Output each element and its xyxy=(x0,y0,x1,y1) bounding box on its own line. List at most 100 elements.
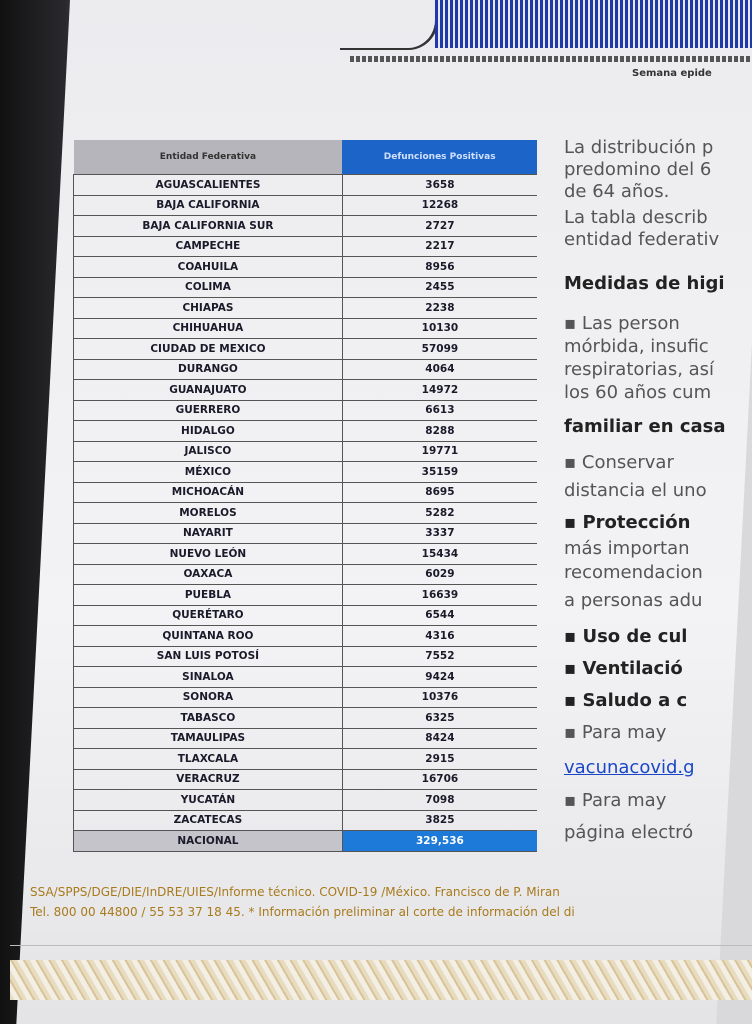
text-line: ▪ Para may xyxy=(564,722,667,743)
table-row: CHIHUAHUA 10130 xyxy=(73,318,537,339)
table-row: CHIAPAS 2238 xyxy=(73,297,537,319)
text-line: predomino del 6 xyxy=(564,159,712,180)
vaccine-link[interactable]: vacunacovid.g xyxy=(564,757,695,778)
chart-axis-ticks xyxy=(350,56,752,62)
table-row: CIUDAD DE MEXICO 57099 xyxy=(73,338,537,360)
table-row: AGUASCALIENTES 3658 xyxy=(73,174,537,196)
table-row: MORELOS 5282 xyxy=(73,502,537,524)
table-row: GUANAJUATO 14972 xyxy=(73,379,537,401)
state-name: CIUDAD DE MEXICO xyxy=(73,338,343,360)
table-row: GUERRERO 6613 xyxy=(73,400,537,421)
deaths-value: 2727 xyxy=(342,215,537,237)
table-row: SONORA 10376 xyxy=(73,687,537,708)
table-row: COLIMA 2455 xyxy=(73,277,537,298)
deaths-value: 12268 xyxy=(342,195,537,216)
table-row: TABASCO 6325 xyxy=(73,707,537,729)
text-line: página electró xyxy=(564,822,694,843)
state-name: SINALOA xyxy=(73,666,343,688)
text-line: los 60 años cum xyxy=(564,382,712,403)
deaths-value: 2217 xyxy=(342,236,537,257)
deaths-value: 6029 xyxy=(342,564,537,585)
table-row: BAJA CALIFORNIA SUR 2727 xyxy=(73,215,537,237)
text-line: de 64 años. xyxy=(564,181,670,202)
text-line: recomendacion xyxy=(564,562,703,583)
text-line: familiar en casa xyxy=(564,416,726,437)
deaths-value: 19771 xyxy=(342,441,537,462)
text-line: La distribución p xyxy=(564,137,714,158)
column-header-entity: Entidad Federativa xyxy=(73,140,343,175)
table-row: MICHOACÁN 8695 xyxy=(73,482,537,503)
state-name: TABASCO xyxy=(73,707,343,729)
table-row: PUEBLA 16639 xyxy=(73,584,537,606)
state-name: TLAXCALA xyxy=(73,748,343,770)
state-name: ZACATECAS xyxy=(73,810,343,831)
footer-divider xyxy=(10,945,752,946)
text-line: ▪ Protección xyxy=(564,512,691,533)
table-row: CAMPECHE 2217 xyxy=(73,236,537,257)
chart-bars xyxy=(435,0,752,48)
state-name: NUEVO LEÓN xyxy=(73,543,343,565)
state-name: VERACRUZ xyxy=(73,769,343,790)
column-header-deaths: Defunciones Positivas xyxy=(342,140,537,175)
text-line: más importan xyxy=(564,538,690,559)
deaths-value: 9424 xyxy=(342,666,537,688)
state-name: MÉXICO xyxy=(73,461,343,483)
table-row: DURANGO 4064 xyxy=(73,359,537,380)
state-name: OAXACA xyxy=(73,564,343,585)
table-row: TAMAULIPAS 8424 xyxy=(73,728,537,749)
state-name: YUCATÁN xyxy=(73,789,343,811)
state-name: COLIMA xyxy=(73,277,343,298)
text-line: ▪ Para may xyxy=(564,790,667,811)
table-row: OAXACA 6029 xyxy=(73,564,537,585)
total-label: NACIONAL xyxy=(73,830,343,852)
deaths-value: 10376 xyxy=(342,687,537,708)
table-row: BAJA CALIFORNIA 12268 xyxy=(73,195,537,216)
table-row: SINALOA 9424 xyxy=(73,666,537,688)
state-name: SAN LUIS POTOSÍ xyxy=(73,646,343,667)
table-row: COAHUILA 8956 xyxy=(73,256,537,278)
table-row: NAYARIT 3337 xyxy=(73,523,537,544)
decorative-pattern-band xyxy=(10,960,752,1000)
deaths-value: 8288 xyxy=(342,420,537,442)
text-line: Medidas de higi xyxy=(564,273,725,294)
deaths-value: 16639 xyxy=(342,584,537,606)
table-row: NUEVO LEÓN 15434 xyxy=(73,543,537,565)
deaths-value: 8695 xyxy=(342,482,537,503)
table-row: JALISCO 19771 xyxy=(73,441,537,462)
deaths-value: 8956 xyxy=(342,256,537,278)
table-row: ZACATECAS 3825 xyxy=(73,810,537,831)
deaths-value: 6544 xyxy=(342,605,537,626)
text-line: mórbida, insufic xyxy=(564,336,709,357)
deaths-value: 4316 xyxy=(342,625,537,647)
deaths-value: 35159 xyxy=(342,461,537,483)
state-name: SONORA xyxy=(73,687,343,708)
text-line: ▪ Las person xyxy=(564,313,680,334)
state-name: CHIHUAHUA xyxy=(73,318,343,339)
text-line: La tabla describ xyxy=(564,207,708,228)
chart-axis-label: Semana epide xyxy=(632,68,712,79)
text-line: a personas adu xyxy=(564,590,703,611)
total-row: NACIONAL 329,536 xyxy=(73,830,537,852)
deaths-value: 5282 xyxy=(342,502,537,524)
footer-contact: Tel. 800 00 44800 / 55 53 37 18 45. * In… xyxy=(30,905,575,919)
total-value: 329,536 xyxy=(342,830,537,852)
state-name: JALISCO xyxy=(73,441,343,462)
state-name: BAJA CALIFORNIA SUR xyxy=(73,215,343,237)
text-line: ▪ Saludo a c xyxy=(564,690,688,711)
deaths-value: 7098 xyxy=(342,789,537,811)
deaths-value: 3337 xyxy=(342,523,537,544)
deaths-value: 6613 xyxy=(342,400,537,421)
deaths-value: 15434 xyxy=(342,543,537,565)
state-name: MICHOACÁN xyxy=(73,482,343,503)
state-name: GUANAJUATO xyxy=(73,379,343,401)
deaths-value: 4064 xyxy=(342,359,537,380)
deaths-value: 7552 xyxy=(342,646,537,667)
state-name: GUERRERO xyxy=(73,400,343,421)
table-row: MÉXICO 35159 xyxy=(73,461,537,483)
chart-curve xyxy=(340,0,438,50)
text-line: respiratorias, así xyxy=(564,359,715,380)
text-line: entidad federativ xyxy=(564,229,720,250)
deaths-by-state-table: Entidad Federativa Defunciones Positivas… xyxy=(73,140,537,852)
deaths-value: 6325 xyxy=(342,707,537,729)
table-row: YUCATÁN 7098 xyxy=(73,789,537,811)
